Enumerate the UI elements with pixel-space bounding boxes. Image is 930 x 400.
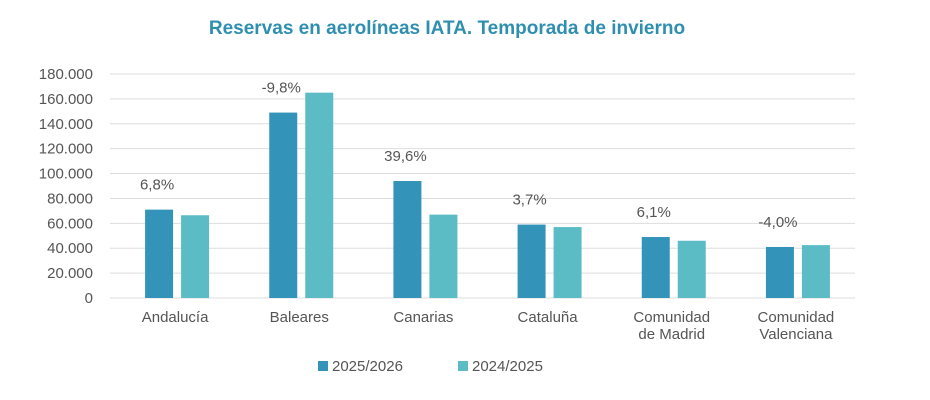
bar <box>677 240 706 298</box>
category-label: Comunidad <box>633 309 710 326</box>
bar <box>305 92 334 299</box>
y-tick-label: 180.000 <box>39 66 93 83</box>
category-label: Baleares <box>270 309 329 326</box>
y-axis-ticks: 0 20.000 40.000 60.000 80.000 100.000 120.000 1… <box>39 66 93 307</box>
bar <box>641 237 670 298</box>
change-label: -4,0% <box>758 214 797 231</box>
y-tick-label: 160.000 <box>39 91 93 108</box>
bar <box>181 215 210 298</box>
bar <box>765 246 794 298</box>
y-tick-label: 120.000 <box>39 141 93 158</box>
change-labels: 6,8% -9,8% 39,6% 3,7% 6,1% -4,0% <box>140 80 798 231</box>
change-label: 6,1% <box>637 204 671 221</box>
bar <box>269 112 298 298</box>
y-tick-label: 80.000 <box>47 190 93 207</box>
category-labels: Andalucía Baleares Canarias Cataluña Comunid… <box>142 309 835 343</box>
bar <box>393 181 422 298</box>
legend-label: 2024/2025 <box>472 358 543 375</box>
category-label: Valenciana <box>759 326 833 343</box>
bars <box>145 92 830 299</box>
change-label: 3,7% <box>512 192 546 209</box>
category-label: Canarias <box>393 309 453 326</box>
category-label: Comunidad <box>758 309 835 326</box>
change-label: -9,8% <box>262 80 301 97</box>
bar <box>429 214 458 298</box>
legend-swatch <box>318 361 328 371</box>
change-label: 6,8% <box>140 177 174 194</box>
change-label: 39,6% <box>384 148 427 165</box>
grid-layer <box>110 73 855 299</box>
y-tick-label: 20.000 <box>47 265 93 282</box>
y-tick-label: 0 <box>85 290 93 307</box>
bar <box>517 224 546 298</box>
legend: 2025/2026 2024/2025 <box>318 358 543 375</box>
y-tick-label: 140.000 <box>39 116 93 133</box>
bar <box>145 209 174 298</box>
chart-title: Reservas en aerolíneas IATA. Temporada d… <box>209 18 685 39</box>
bar <box>801 245 830 298</box>
y-tick-label: 40.000 <box>47 240 93 257</box>
bar <box>553 227 582 298</box>
category-label: de Madrid <box>638 326 705 343</box>
category-label: Andalucía <box>142 309 209 326</box>
y-tick-label: 60.000 <box>47 215 93 232</box>
legend-swatch <box>458 361 468 371</box>
category-label: Cataluña <box>518 309 579 326</box>
legend-label: 2025/2026 <box>332 358 403 375</box>
y-tick-label: 100.000 <box>39 166 93 183</box>
